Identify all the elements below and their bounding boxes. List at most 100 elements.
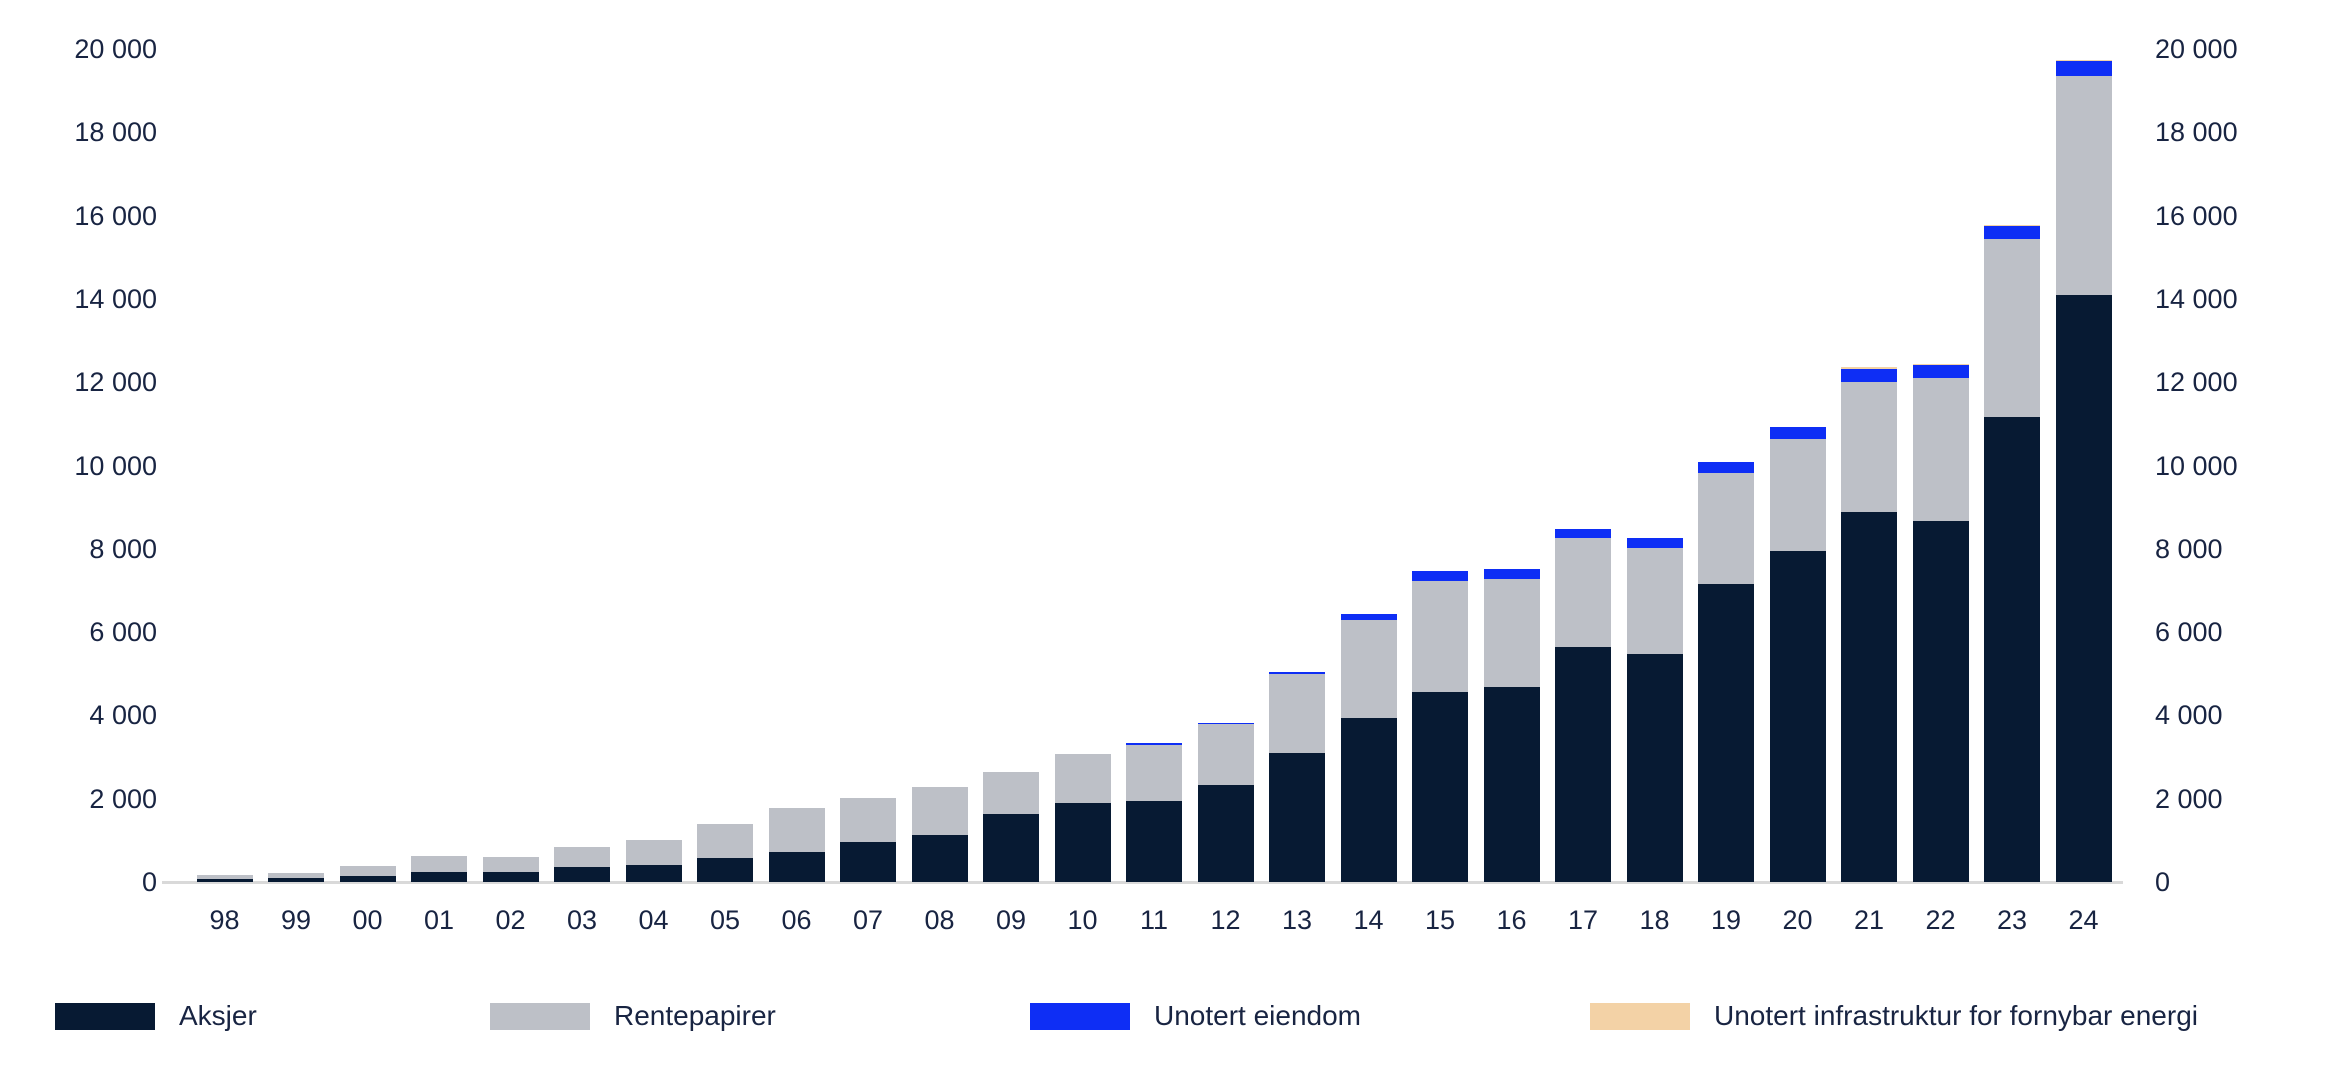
bar-12-segment-unotert-eiendom: [1197, 722, 1254, 725]
legend-swatch-rentepapirer: [490, 1002, 590, 1030]
bar-00-segment-aksjer: [339, 875, 396, 882]
bar-23-segment-aksjer: [1984, 416, 2040, 882]
bar-19: [1698, 461, 1754, 882]
legend-label-unotert-infrastruktur-for-fornybar-energi: Unotert infrastruktur for fornybar energ…: [1714, 1000, 2198, 1031]
bar-18-segment-rentepapirer: [1626, 548, 1683, 654]
bar-23-segment-rentepapirer: [1984, 238, 2040, 417]
x-tick-label-00: 00: [352, 905, 383, 935]
x-tick-label-07: 07: [852, 905, 884, 935]
bar-05-segment-rentepapirer: [697, 823, 753, 858]
bar-06-segment-aksjer: [768, 851, 825, 882]
bar-18-segment-aksjer: [1626, 653, 1683, 882]
bar-98: [196, 874, 253, 882]
bar-14-segment-aksjer: [1340, 717, 1397, 882]
bar-21-segment-unotert-infrastruktur-for-fornybar-energi: [1841, 367, 1897, 369]
bar-23: [1984, 224, 2040, 882]
y-tick-label-right-8000: 8 000: [2155, 533, 2223, 564]
legend-label-aksjer: Aksjer: [179, 1000, 257, 1031]
x-tick-label-99: 99: [280, 905, 312, 935]
bar-11: [1126, 743, 1182, 882]
x-tick-label-09: 09: [995, 905, 1027, 935]
x-tick-label-08: 08: [924, 905, 955, 935]
legend-item-unotert-eiendom: Unotert eiendom: [1030, 1000, 1361, 1032]
y-tick-label-right-12000: 12 000: [2155, 367, 2238, 398]
bar-22-segment-unotert-eiendom: [1912, 364, 1969, 379]
bar-23-segment-unotert-infrastruktur-for-fornybar-energi: [1984, 224, 2040, 227]
bar-13-segment-aksjer: [1269, 752, 1325, 882]
bar-07-segment-aksjer: [840, 842, 896, 882]
bar-01: [411, 856, 467, 882]
bar-99-segment-rentepapirer: [268, 872, 324, 879]
y-tick-label-left-4000: 4 000: [89, 700, 157, 731]
bar-24-segment-unotert-infrastruktur-for-fornybar-energi: [2055, 59, 2112, 61]
bar-19-segment-unotert-eiendom: [1698, 461, 1754, 474]
bar-03-segment-rentepapirer: [554, 846, 610, 868]
bar-02-segment-rentepapirer: [482, 856, 539, 873]
bar-13-segment-unotert-eiendom: [1269, 672, 1325, 675]
x-tick-label-06: 06: [781, 905, 812, 935]
x-tick-label-10: 10: [1067, 905, 1098, 935]
bar-14: [1340, 614, 1397, 882]
bar-24-segment-aksjer: [2055, 295, 2112, 882]
legend-swatch-aksjer: [55, 1002, 155, 1030]
y-tick-label-right-0: 0: [2155, 867, 2171, 897]
legend-item-unotert-infrastruktur-for-fornybar-energi: Unotert infrastruktur for fornybar energ…: [1590, 1000, 2198, 1032]
bar-16-segment-aksjer: [1483, 686, 1540, 882]
bar-15-segment-rentepapirer: [1412, 580, 1468, 692]
bar-06-segment-rentepapirer: [768, 807, 825, 852]
bar-15-segment-aksjer: [1412, 691, 1468, 882]
x-tick-label-21: 21: [1853, 905, 1885, 935]
x-tick-label-05: 05: [709, 905, 741, 935]
bar-01-segment-aksjer: [411, 871, 467, 882]
bar-20-segment-rentepapirer: [1769, 438, 1826, 552]
bar-22: [1912, 363, 1969, 882]
y-tick-label-left-10000: 10 000: [74, 450, 157, 481]
y-tick-label-left-12000: 12 000: [74, 367, 157, 398]
bar-98-segment-rentepapirer: [196, 874, 253, 880]
bar-13: [1269, 672, 1325, 882]
legend-item-aksjer: Aksjer: [55, 1000, 257, 1032]
x-tick-label-23: 23: [1996, 905, 2028, 935]
y-tick-label-right-16000: 16 000: [2155, 200, 2238, 231]
bar-21-segment-rentepapirer: [1841, 381, 1897, 513]
bar-20-segment-unotert-eiendom: [1769, 427, 1826, 439]
bar-07-segment-rentepapirer: [840, 797, 896, 843]
y-tick-label-right-20000: 20 000: [2155, 34, 2238, 64]
x-tick-label-18: 18: [1639, 905, 1670, 935]
bar-22-segment-rentepapirer: [1912, 378, 1969, 521]
bar-07: [840, 797, 896, 882]
bar-17-segment-aksjer: [1555, 646, 1611, 882]
legend-item-rentepapirer: Rentepapirer: [490, 1000, 776, 1032]
y-tick-label-left-16000: 16 000: [74, 200, 157, 231]
bar-08: [911, 787, 968, 882]
y-tick-label-left-20000: 20 000: [74, 34, 157, 64]
x-tick-label-13: 13: [1281, 905, 1313, 935]
bar-23-segment-unotert-eiendom: [1984, 226, 2040, 239]
bar-00-segment-rentepapirer: [339, 865, 396, 876]
bar-13-segment-rentepapirer: [1269, 674, 1325, 753]
legend-swatch-unotert-infrastruktur-for-fornybar-energi: [1590, 1002, 1690, 1030]
x-tick-label-01: 01: [423, 905, 455, 935]
bar-21-segment-aksjer: [1841, 512, 1897, 882]
bar-20: [1769, 427, 1826, 882]
bar-01-segment-rentepapirer: [411, 856, 467, 872]
bar-08-segment-aksjer: [911, 834, 968, 882]
bar-03: [554, 846, 610, 882]
bar-12: [1197, 722, 1254, 882]
x-tick-label-24: 24: [2068, 905, 2099, 935]
bar-05-segment-aksjer: [697, 857, 753, 882]
bar-18: [1626, 538, 1683, 882]
bar-11-segment-unotert-eiendom: [1126, 743, 1182, 745]
x-tick-label-14: 14: [1353, 905, 1384, 935]
x-tick-label-98: 98: [209, 905, 240, 935]
bar-11-segment-aksjer: [1126, 801, 1182, 882]
bar-15: [1412, 570, 1468, 882]
bar-22-segment-aksjer: [1912, 520, 1969, 882]
x-tick-label-02: 02: [495, 905, 526, 935]
bar-18-segment-unotert-eiendom: [1626, 538, 1683, 549]
bar-02-segment-aksjer: [482, 872, 539, 882]
bar-21: [1841, 367, 1897, 882]
bar-99-segment-aksjer: [268, 878, 324, 882]
bar-24-segment-unotert-eiendom: [2055, 60, 2112, 76]
